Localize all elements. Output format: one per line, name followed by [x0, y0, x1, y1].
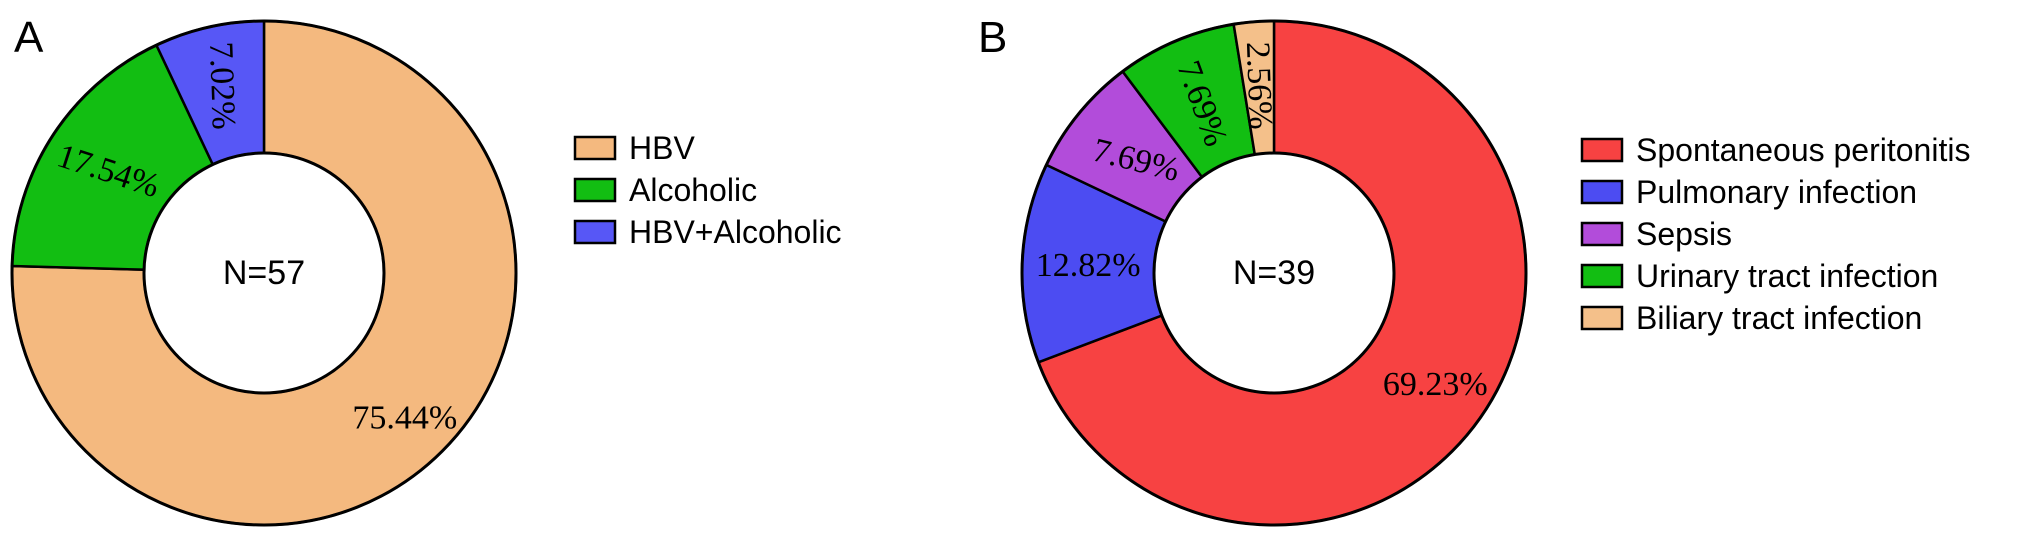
legend-label: HBV+Alcoholic — [629, 214, 842, 250]
ring-outer-border — [10, 19, 518, 527]
slice-label: 75.44% — [352, 399, 457, 436]
legend-swatch — [1580, 305, 1624, 331]
ring-inner-hole — [142, 151, 386, 395]
chart-panel-b: B69.23%12.82%7.69%7.69% 2.56%N=39Spontane… — [978, 13, 1970, 527]
ring-outer-border — [1020, 19, 1528, 527]
legend-label: HBV — [629, 130, 695, 166]
legend-label: Urinary tract infection — [1636, 258, 1938, 294]
panel-letter: A — [14, 13, 44, 62]
panel-letter: B — [978, 13, 1007, 62]
slice-label: 69.23% — [1383, 366, 1488, 403]
legend: HBV Alcoholic HBV+Alcoholic — [573, 130, 842, 250]
legend-swatch — [1580, 263, 1624, 289]
slice-label: 7.02% — [202, 41, 242, 130]
legend: Spontaneous peritonitis Pulmonary infecti… — [1580, 132, 1970, 336]
legend-label: Biliary tract infection — [1636, 300, 1922, 336]
chart-panel-a: A75.44%17.54%7.02%N=57HBVAlcoholicHBV+Al… — [10, 13, 842, 527]
legend-swatch — [1580, 221, 1624, 247]
legend-label: Spontaneous peritonitis — [1636, 132, 1970, 168]
legend-swatch — [573, 135, 617, 161]
center-label: N=57 — [223, 254, 305, 292]
legend-label: Pulmonary infection — [1636, 174, 1917, 210]
legend-swatch — [573, 177, 617, 203]
ring-inner-hole — [1152, 151, 1396, 395]
center-label: N=39 — [1233, 254, 1315, 292]
legend-swatch — [1580, 179, 1624, 205]
legend-swatch — [573, 219, 617, 245]
legend-label: Sepsis — [1636, 216, 1732, 252]
legend-swatch — [1580, 137, 1624, 163]
legend-label: Alcoholic — [629, 172, 757, 208]
slice-label: 2.56% — [1239, 41, 1279, 130]
slice-label: 12.82% — [1036, 247, 1141, 284]
